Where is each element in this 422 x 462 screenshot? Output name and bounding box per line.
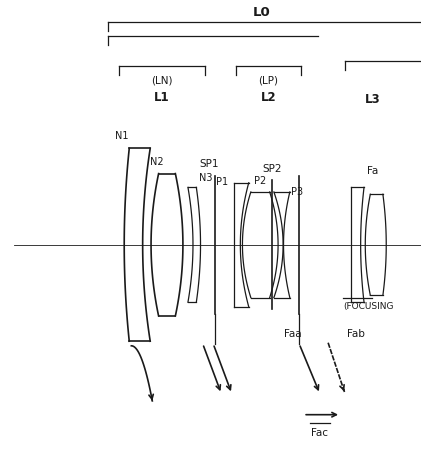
Text: P2: P2 xyxy=(254,176,266,187)
Text: N1: N1 xyxy=(115,132,129,141)
Text: L0: L0 xyxy=(252,6,270,19)
Text: L2: L2 xyxy=(261,91,276,104)
Text: (LN): (LN) xyxy=(151,76,173,86)
Text: N3: N3 xyxy=(199,173,213,183)
Text: Fab: Fab xyxy=(347,329,365,339)
Text: Faa: Faa xyxy=(284,329,302,339)
Text: P1: P1 xyxy=(216,177,229,188)
Text: L1: L1 xyxy=(154,91,170,104)
Text: (LP): (LP) xyxy=(258,76,279,86)
Text: Fac: Fac xyxy=(311,428,328,438)
Text: L3: L3 xyxy=(365,93,380,106)
Text: Fa: Fa xyxy=(367,166,378,176)
Text: SP2: SP2 xyxy=(262,164,281,174)
Text: (FOCUSING: (FOCUSING xyxy=(343,302,394,311)
Text: SP1: SP1 xyxy=(199,159,219,169)
Text: N2: N2 xyxy=(150,157,163,167)
Text: P3: P3 xyxy=(291,187,303,196)
